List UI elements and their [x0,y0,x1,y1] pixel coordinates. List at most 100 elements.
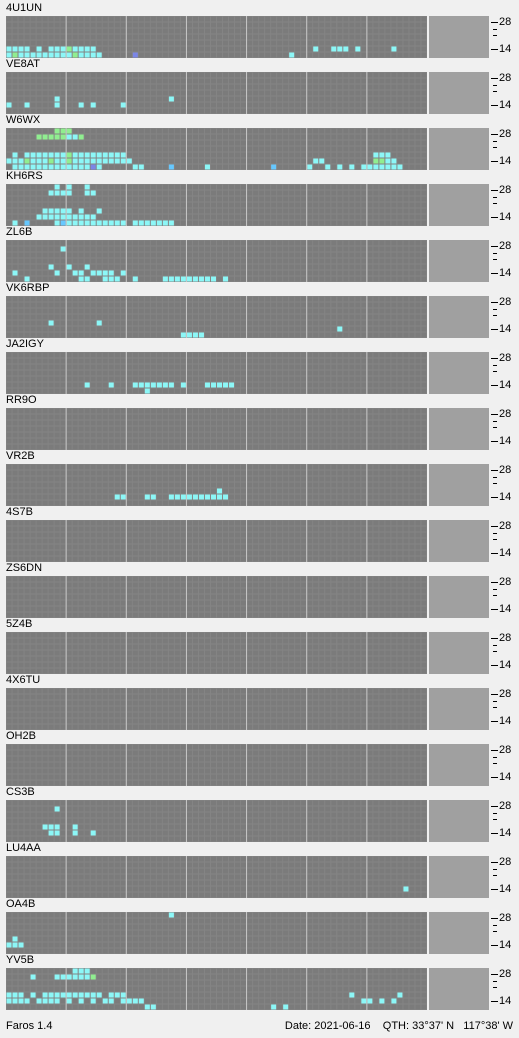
grid-cell [108,526,114,532]
grid-cell [241,414,247,420]
grid-cell [313,240,319,246]
grid-cell [319,414,325,420]
grid-cell [229,276,235,282]
grid-cell [30,556,36,562]
grid-cell [108,196,114,202]
grid-cell [361,72,367,78]
grid-cell [180,370,186,376]
propagation-grid[interactable] [6,184,427,226]
grid-cell [54,556,60,562]
propagation-grid[interactable] [6,464,427,506]
propagation-grid[interactable] [6,296,427,338]
grid-cell [217,520,223,526]
grid-cell [6,220,12,226]
hour-divider [65,72,67,114]
grid-cell [18,332,24,338]
grid-cell [283,72,289,78]
grid-cell [126,34,132,40]
grid-cell [204,214,210,220]
summary-panel [429,128,489,170]
hour-divider [306,16,308,58]
grid-cell [108,28,114,34]
signal-cell [379,164,385,170]
grid-cell [150,544,156,550]
grid-cell [253,264,259,270]
propagation-grid[interactable] [6,352,427,394]
propagation-grid[interactable] [6,520,427,562]
propagation-grid[interactable] [6,128,427,170]
grid-cell [18,382,24,388]
grid-cell [289,464,295,470]
grid-cell [397,296,403,302]
grid-cell [198,34,204,40]
signal-cell [60,164,66,170]
grid-cell [355,190,361,196]
grid-cell [271,470,277,476]
grid-cell [126,102,132,108]
grid-cell [24,520,30,526]
grid-cell [337,296,343,302]
grid-cell [241,382,247,388]
grid-cell [343,556,349,562]
grid-cell [313,52,319,58]
grid-cell [397,444,403,450]
signal-cell [60,134,66,140]
grid-cell [421,196,427,202]
grid-cell [403,184,409,190]
grid-cell [132,332,138,338]
grid-cell [391,370,397,376]
grid-cell [102,108,108,114]
signal-cell [48,190,54,196]
grid-cell [403,414,409,420]
grid-cell [126,52,132,58]
grid-cell [223,258,229,264]
grid-cell [259,270,265,276]
grid-cell [174,352,180,358]
grid-cell [18,414,24,420]
grid-cell [319,252,325,258]
grid-cell [325,526,331,532]
grid-cell [180,78,186,84]
grid-cell [367,40,373,46]
grid-cell [403,308,409,314]
propagation-grid[interactable] [6,72,427,114]
signal-cell [156,382,162,388]
grid-cell [198,500,204,506]
grid-cell [66,108,72,114]
grid-cell [168,556,174,562]
signal-cell [84,164,90,170]
grid-cell [301,264,307,270]
grid-cell [313,152,319,158]
grid-cell [102,246,108,252]
grid-cell [415,332,421,338]
grid-cell [162,78,168,84]
grid-cell [301,376,307,382]
grid-cell [90,96,96,102]
grid-cell [325,22,331,28]
grid-cell [343,352,349,358]
grid-cell [198,22,204,28]
grid-cell [162,264,168,270]
hour-divider [65,240,67,282]
grid-cell [210,556,216,562]
grid-cell [367,202,373,208]
grid-cell [235,22,241,28]
grid-cell [72,388,78,394]
grid-cell [361,40,367,46]
grid-cell [295,520,301,526]
propagation-grid[interactable] [6,408,427,450]
grid-cell [331,494,337,500]
grid-cell [30,408,36,414]
grid-cell [84,388,90,394]
grid-cell [295,52,301,58]
grid-cell [349,296,355,302]
signal-cell [54,102,60,108]
grid-cell [66,470,72,476]
grid-cell [289,432,295,438]
grid-cell [198,208,204,214]
grid-cell [307,84,313,90]
propagation-grid[interactable] [6,240,427,282]
grid-cell [295,544,301,550]
propagation-grid[interactable] [6,16,427,58]
grid-cell [265,108,271,114]
